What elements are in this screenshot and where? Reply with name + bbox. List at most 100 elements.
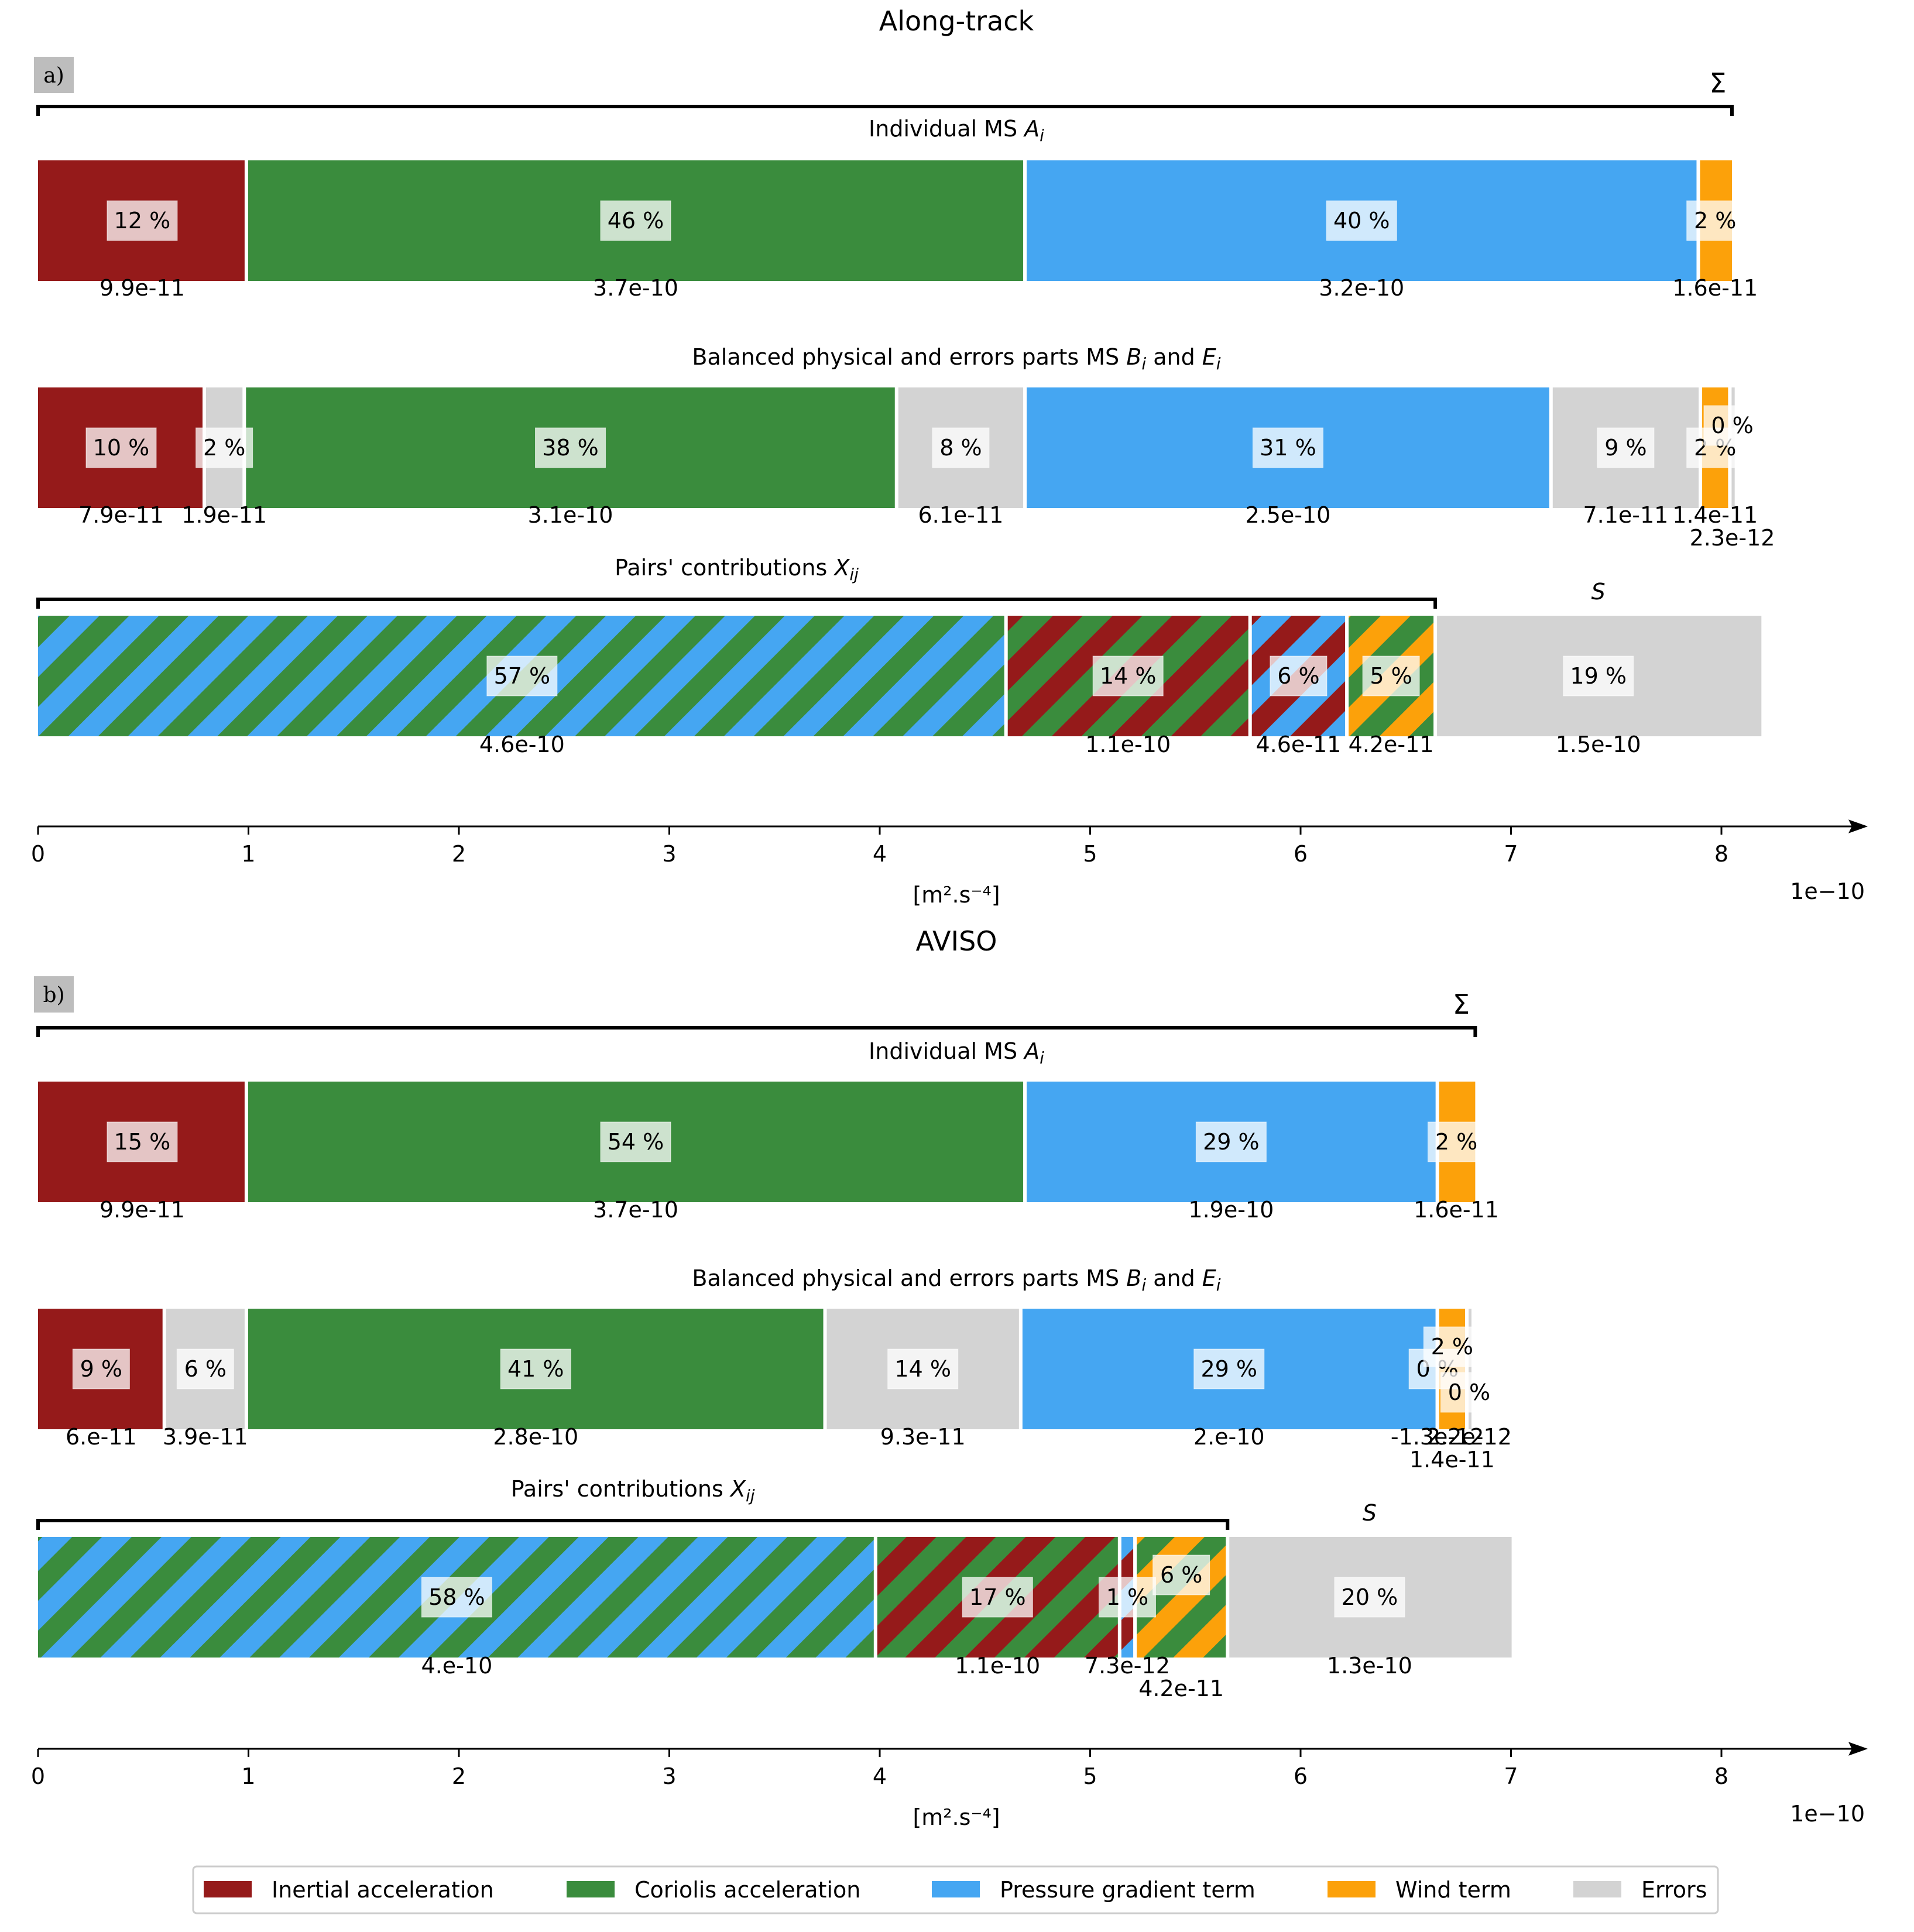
percent-label: 46 % <box>608 208 664 234</box>
value-label: 3.7e-10 <box>593 275 678 301</box>
legend-swatch <box>567 1881 615 1897</box>
value-label: 2.5e-10 <box>1245 502 1330 528</box>
percent-label: 2 % <box>1694 208 1736 234</box>
x-tick-label: 8 <box>1714 1763 1728 1789</box>
value-label: 4.2e-11 <box>1138 1676 1224 1701</box>
percent-label-box <box>535 427 606 468</box>
sum-symbol: Σ <box>1453 989 1470 1020</box>
x-tick-label: 0 <box>31 841 45 867</box>
panel-label: a) <box>43 64 64 88</box>
panel-label-box <box>34 57 74 93</box>
percent-label-box <box>421 1577 492 1618</box>
row-balanced-physical-and-errors-parts-ms-b-i-and-e-i: Balanced physical and errors parts MS Bi… <box>38 344 1775 551</box>
value-label: 1.9e-11 <box>181 502 267 528</box>
percent-label: 20 % <box>1342 1584 1398 1610</box>
x-axis-label: [m².s⁻⁴] <box>913 882 1000 908</box>
row-pairs-contributions-x-ij: S Pairs' contributions Xij 57 % 4.6e-10 14 %… <box>36 555 1762 757</box>
row-individual-ms-a-i: Individual MS Ai 12 % 9.9e-11 46 % 3.7e-10 40… <box>38 116 1758 301</box>
pairs-bracket <box>36 598 1438 609</box>
percent-label: 0 % <box>1448 1379 1490 1405</box>
x-axis-label: [m².s⁻⁴] <box>913 1804 1000 1830</box>
x-tick-label: 7 <box>1504 841 1518 867</box>
value-label: 3.1e-10 <box>528 502 613 528</box>
value-label: 3.2e-10 <box>1319 275 1404 301</box>
legend-item-inertial-acceleration: Inertial acceleration <box>204 1877 494 1903</box>
legend-label: Errors <box>1641 1877 1707 1903</box>
percent-label-box <box>600 200 671 241</box>
percent-label-box <box>1092 656 1164 696</box>
percent-label: 2 % <box>1431 1334 1473 1360</box>
percent-label-box <box>176 1348 234 1389</box>
percent-label: 6 % <box>184 1356 227 1382</box>
row-title: Pairs' contributions Xij <box>511 1476 755 1505</box>
value-label: 1.4e-11 <box>1409 1447 1495 1473</box>
row-balanced-physical-and-errors-parts-ms-b-i-and-e-i: Balanced physical and errors parts MS Bi… <box>38 1265 1512 1473</box>
percent-label: 57 % <box>494 663 551 689</box>
legend-swatch <box>204 1881 252 1897</box>
x-tick-label: 1 <box>241 1763 255 1789</box>
sum-bracket <box>36 1026 1477 1037</box>
percent-label: 41 % <box>507 1356 564 1382</box>
value-label: 4.6e-11 <box>1256 732 1341 757</box>
percent-label-box <box>486 656 558 696</box>
value-label: 1.6e-11 <box>1672 275 1758 301</box>
percent-label: 29 % <box>1200 1356 1257 1382</box>
percent-label-box <box>1326 200 1397 241</box>
sum-bracket <box>36 105 1734 116</box>
percent-label-box <box>1597 427 1655 468</box>
x-tick-label: 2 <box>452 841 466 867</box>
x-tick-label: 2 <box>452 1763 466 1789</box>
percent-label: 8 % <box>939 435 982 461</box>
value-label: 4.2e-11 <box>1349 732 1434 757</box>
percent-label: 1 % <box>1106 1584 1148 1610</box>
value-label: 4.e-10 <box>421 1653 493 1679</box>
row-pairs-contributions-x-ij: S Pairs' contributions Xij 58 % 4.e-10 17 % 1… <box>36 1476 1512 1701</box>
percent-label: 6 % <box>1277 663 1319 689</box>
percent-label-box <box>932 427 990 468</box>
x-axis-arrow <box>1848 1742 1868 1756</box>
percent-label-box <box>500 1348 571 1389</box>
legend-item-coriolis-acceleration: Coriolis acceleration <box>567 1877 860 1903</box>
percent-label-box <box>1703 405 1761 446</box>
bar-segment-errors <box>1467 1309 1471 1429</box>
percent-label-box <box>1252 427 1323 468</box>
row-individual-ms-a-i: Individual MS Ai 15 % 9.9e-11 54 % 3.7e-10 29… <box>38 1038 1499 1223</box>
x-tick-label: 3 <box>662 841 676 867</box>
x-tick-label: 4 <box>873 841 887 867</box>
percent-label-box <box>600 1121 671 1162</box>
value-label: 1.9e-10 <box>1188 1197 1274 1223</box>
legend-label: Pressure gradient term <box>1000 1877 1256 1903</box>
x-axis-arrow <box>1848 819 1868 833</box>
percent-label-box <box>1423 1326 1481 1367</box>
value-label: 2.2e-12 <box>1426 1424 1512 1450</box>
legend-label: Wind term <box>1395 1877 1511 1903</box>
percent-label: 54 % <box>608 1129 664 1155</box>
value-label: 7.9e-11 <box>78 502 164 528</box>
percent-label-box <box>1193 1348 1265 1389</box>
chart-title: Along-track <box>879 5 1034 37</box>
percent-label-box <box>1195 1121 1267 1162</box>
legend-swatch <box>1573 1881 1621 1897</box>
percent-label-box <box>1362 656 1420 696</box>
percent-label-box <box>85 427 157 468</box>
row-title: Individual MS Ai <box>869 1038 1044 1068</box>
value-label: 9.9e-11 <box>100 1197 185 1223</box>
percent-label: 2 % <box>203 435 245 461</box>
percent-label: 6 % <box>1160 1562 1202 1588</box>
percent-label-box <box>1440 1372 1498 1413</box>
row-title: Pairs' contributions Xij <box>615 555 859 584</box>
x-scale-label: 1e−10 <box>1790 879 1865 904</box>
percent-label: 31 % <box>1260 435 1316 461</box>
x-tick-label: 8 <box>1714 841 1728 867</box>
legend: Inertial acceleration Coriolis accelerati… <box>192 1865 1719 1914</box>
x-tick-label: 6 <box>1294 1763 1308 1789</box>
value-label: -1.3e-12 <box>1391 1424 1484 1450</box>
sum-symbol: Σ <box>1709 67 1726 99</box>
x-axis: 0 1 2 3 4 5 6 7 8 1e−10 [m².s⁻⁴] <box>31 1742 1868 1830</box>
legend-item-pressure-gradient-term: Pressure gradient term <box>932 1877 1256 1903</box>
percent-label-box <box>1270 656 1328 696</box>
x-tick-label: 6 <box>1294 841 1308 867</box>
percent-label: 29 % <box>1203 1129 1260 1155</box>
